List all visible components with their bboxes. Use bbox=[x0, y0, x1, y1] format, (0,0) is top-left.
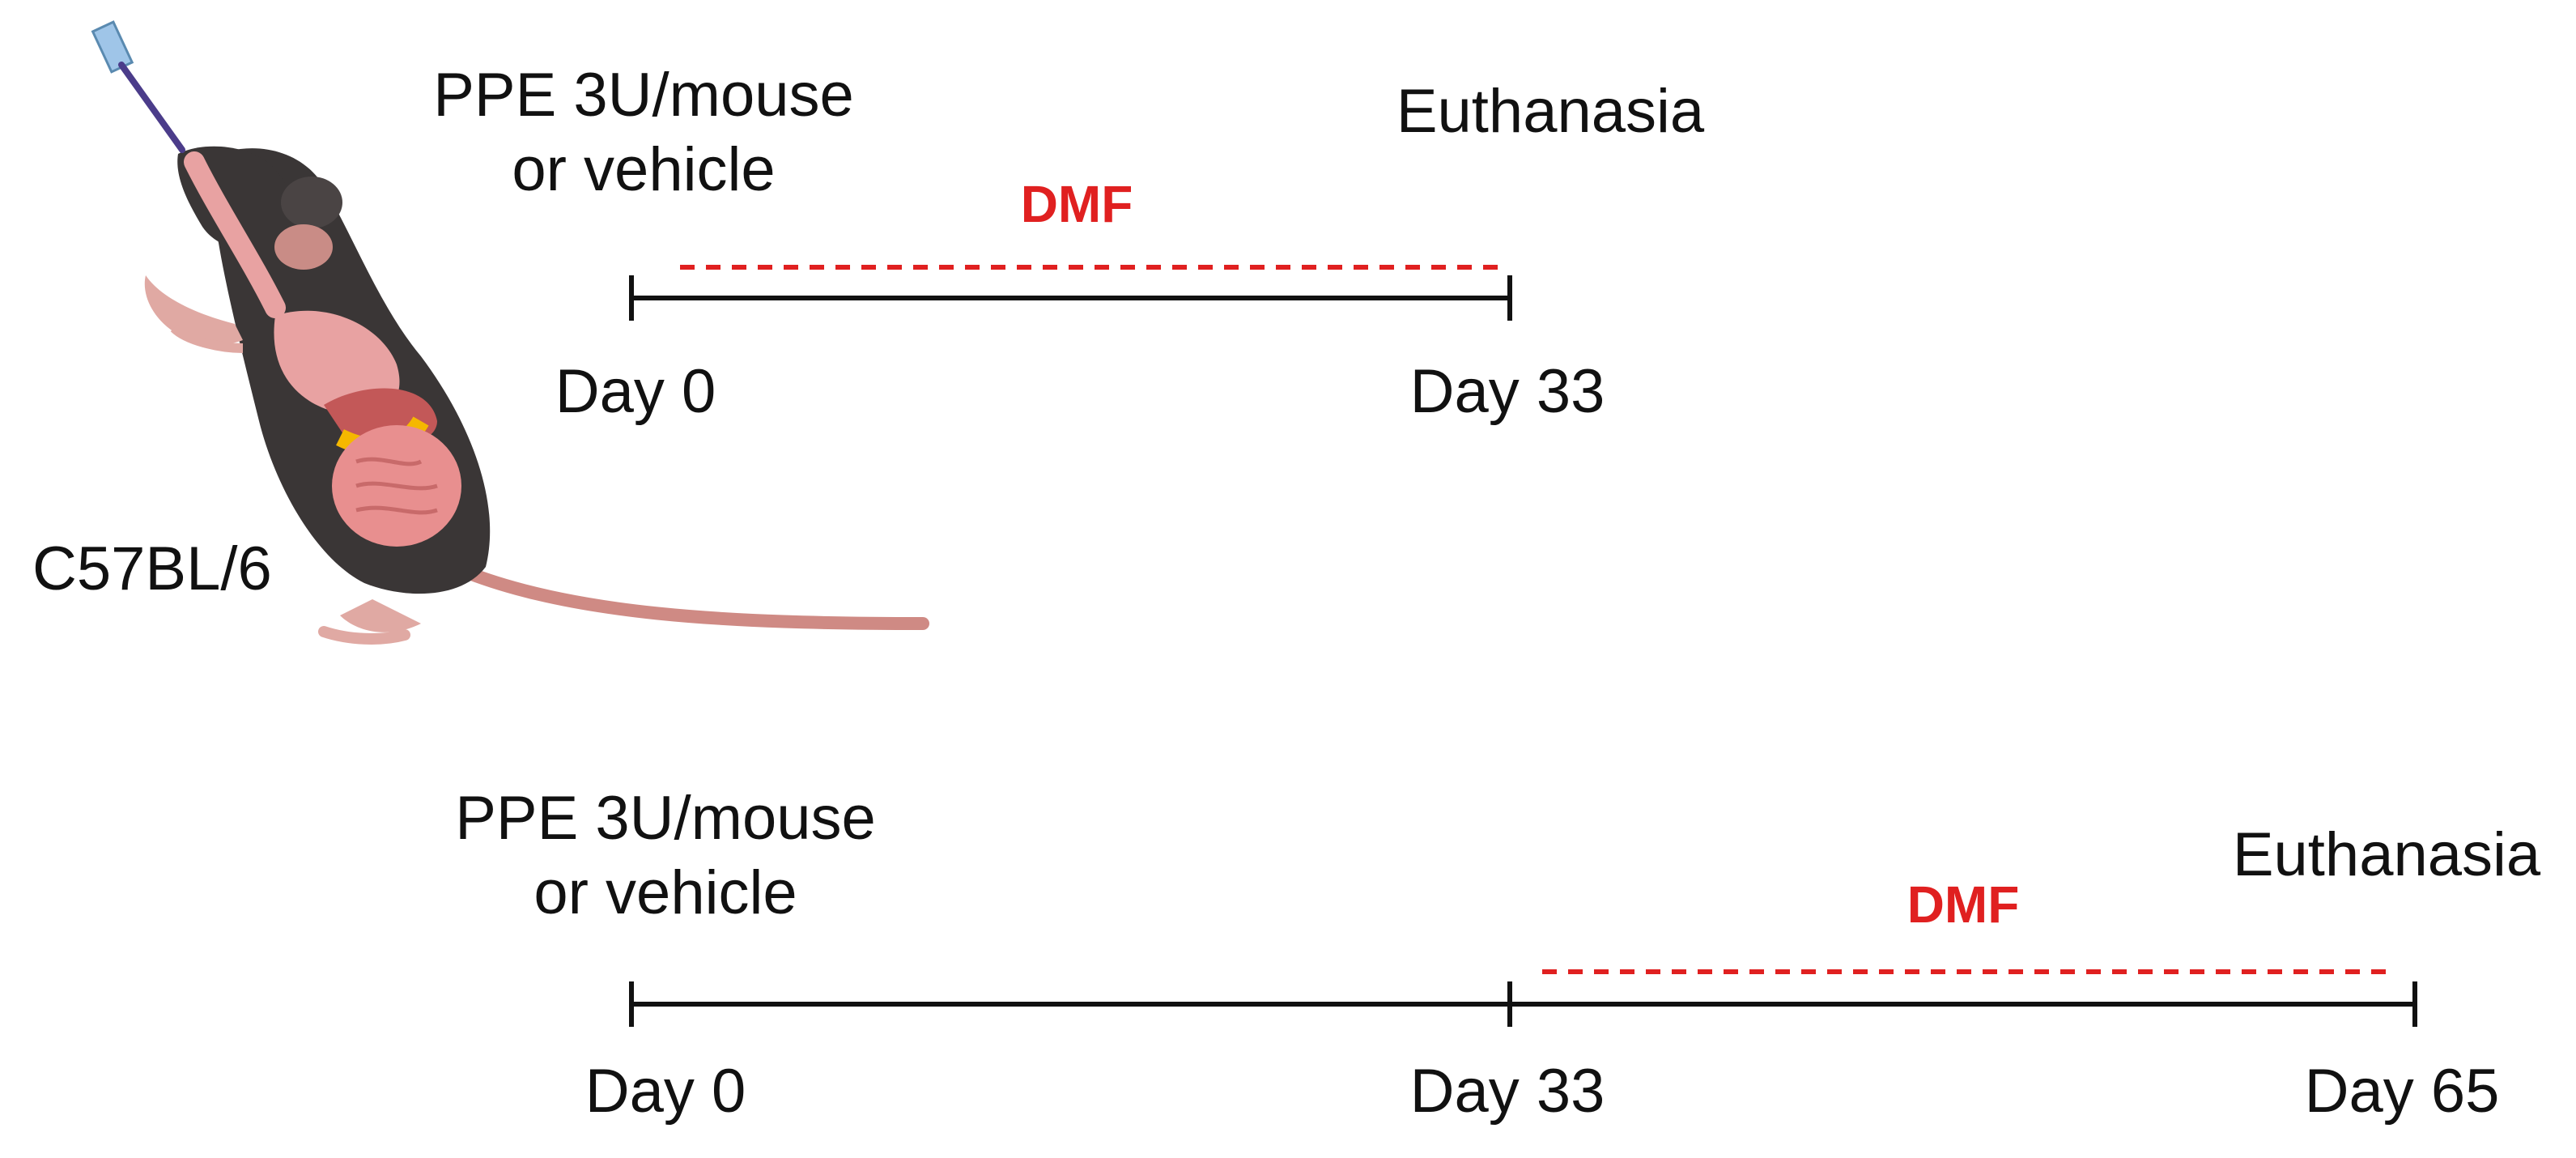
day-label-2-0: Day 0 bbox=[584, 1057, 746, 1126]
induction-line-1a: PPE 3U/mouse bbox=[433, 61, 854, 130]
induction-label-2: PPE 3U/mouse or vehicle bbox=[455, 781, 876, 930]
timeline-1 bbox=[629, 265, 1512, 321]
induction-line-2b: or vehicle bbox=[533, 858, 797, 927]
strain-label: C57BL/6 bbox=[32, 534, 272, 603]
induction-line-2a: PPE 3U/mouse bbox=[455, 784, 876, 853]
timeline-2 bbox=[629, 969, 2417, 1027]
day-label-2-1: Day 33 bbox=[1409, 1057, 1605, 1126]
mouse-illustration-icon bbox=[91, 20, 929, 645]
pipette-icon bbox=[91, 20, 185, 153]
endpoint-label-1: Euthanasia bbox=[1396, 77, 1705, 146]
induction-label-1: PPE 3U/mouse or vehicle bbox=[433, 58, 854, 207]
induction-line-1b: or vehicle bbox=[512, 135, 776, 204]
treatment-label-2: DMF bbox=[1906, 875, 2020, 934]
treatment-label-1: DMF bbox=[1020, 175, 1133, 233]
day-label-1-1: Day 33 bbox=[1409, 357, 1605, 426]
day-label-1-0: Day 0 bbox=[555, 357, 716, 426]
endpoint-label-2: Euthanasia bbox=[2232, 820, 2541, 889]
day-label-2-2: Day 65 bbox=[2304, 1057, 2500, 1126]
